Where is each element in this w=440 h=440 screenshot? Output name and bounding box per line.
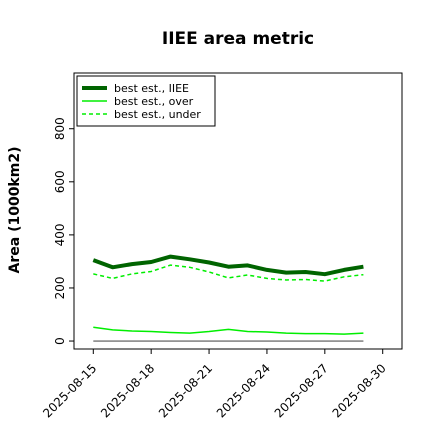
y-axis-label: Area (1000km2) — [7, 147, 23, 274]
y-tick-label: 800 — [53, 117, 67, 140]
x-tick-label: 2025-08-18 — [98, 361, 157, 420]
chart-title: IIEE area metric — [162, 29, 314, 49]
plot-area — [73, 72, 403, 350]
x-axis: 2025-08-152025-08-182025-08-212025-08-24… — [40, 349, 389, 420]
y-tick-label: 200 — [53, 277, 67, 300]
x-tick-label: 2025-08-15 — [40, 361, 99, 420]
series-line-0 — [92, 254, 364, 277]
x-tick-label: 2025-08-27 — [272, 361, 331, 420]
legend-label-over: best est., over — [114, 95, 194, 108]
y-axis: 0 200 400 600 800 — [53, 117, 74, 345]
series-line-1 — [93, 326, 364, 335]
legend-label-under: best est., under — [114, 108, 201, 121]
legend-label-iiee: best est., IIEE — [114, 82, 189, 95]
y-tick-label: 600 — [53, 170, 67, 193]
y-tick-label: 0 — [53, 337, 67, 345]
x-tick-label: 2025-08-21 — [156, 361, 215, 420]
x-tick-label: 2025-08-30 — [330, 361, 389, 420]
legend: best est., IIEE best est., over best est… — [76, 75, 216, 127]
y-tick-label: 400 — [53, 223, 67, 246]
series-group — [92, 254, 364, 342]
x-tick-label: 2025-08-24 — [214, 361, 273, 420]
